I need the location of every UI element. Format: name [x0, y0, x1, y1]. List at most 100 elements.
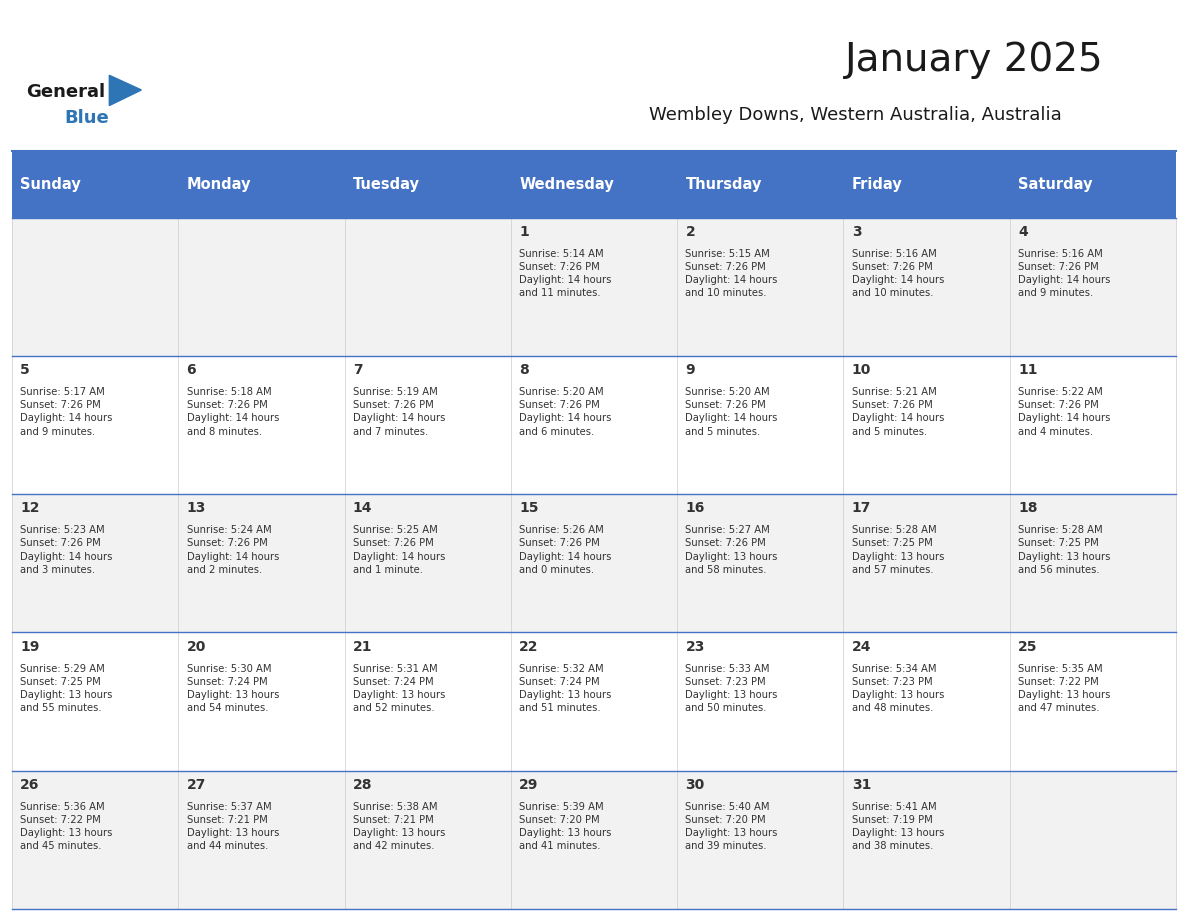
Text: Sunrise: 5:25 AM
Sunset: 7:26 PM
Daylight: 14 hours
and 1 minute.: Sunrise: 5:25 AM Sunset: 7:26 PM Dayligh…: [353, 525, 446, 575]
Bar: [511, 151, 677, 218]
Text: Sunrise: 5:15 AM
Sunset: 7:26 PM
Daylight: 14 hours
and 10 minutes.: Sunrise: 5:15 AM Sunset: 7:26 PM Dayligh…: [685, 249, 778, 298]
Bar: [677, 494, 843, 633]
Text: Sunrise: 5:34 AM
Sunset: 7:23 PM
Daylight: 13 hours
and 48 minutes.: Sunrise: 5:34 AM Sunset: 7:23 PM Dayligh…: [852, 664, 944, 713]
Bar: [511, 218, 677, 356]
Text: Sunrise: 5:27 AM
Sunset: 7:26 PM
Daylight: 13 hours
and 58 minutes.: Sunrise: 5:27 AM Sunset: 7:26 PM Dayligh…: [685, 525, 778, 575]
Bar: [345, 218, 511, 356]
Bar: [1010, 770, 1176, 909]
Text: 9: 9: [685, 364, 695, 377]
Text: Sunrise: 5:28 AM
Sunset: 7:25 PM
Daylight: 13 hours
and 57 minutes.: Sunrise: 5:28 AM Sunset: 7:25 PM Dayligh…: [852, 525, 944, 575]
Text: 17: 17: [852, 501, 871, 515]
Text: Sunrise: 5:35 AM
Sunset: 7:22 PM
Daylight: 13 hours
and 47 minutes.: Sunrise: 5:35 AM Sunset: 7:22 PM Dayligh…: [1018, 664, 1111, 713]
Text: Sunrise: 5:24 AM
Sunset: 7:26 PM
Daylight: 14 hours
and 2 minutes.: Sunrise: 5:24 AM Sunset: 7:26 PM Dayligh…: [187, 525, 279, 575]
Bar: [677, 218, 843, 356]
Text: Sunrise: 5:16 AM
Sunset: 7:26 PM
Daylight: 14 hours
and 9 minutes.: Sunrise: 5:16 AM Sunset: 7:26 PM Dayligh…: [1018, 249, 1111, 298]
Text: Sunrise: 5:41 AM
Sunset: 7:19 PM
Daylight: 13 hours
and 38 minutes.: Sunrise: 5:41 AM Sunset: 7:19 PM Dayligh…: [852, 801, 944, 851]
Text: 23: 23: [685, 640, 704, 654]
Text: Sunrise: 5:30 AM
Sunset: 7:24 PM
Daylight: 13 hours
and 54 minutes.: Sunrise: 5:30 AM Sunset: 7:24 PM Dayligh…: [187, 664, 279, 713]
Text: Sunrise: 5:16 AM
Sunset: 7:26 PM
Daylight: 14 hours
and 10 minutes.: Sunrise: 5:16 AM Sunset: 7:26 PM Dayligh…: [852, 249, 944, 298]
Text: Sunrise: 5:28 AM
Sunset: 7:25 PM
Daylight: 13 hours
and 56 minutes.: Sunrise: 5:28 AM Sunset: 7:25 PM Dayligh…: [1018, 525, 1111, 575]
Bar: [345, 151, 511, 218]
Text: Sunrise: 5:36 AM
Sunset: 7:22 PM
Daylight: 13 hours
and 45 minutes.: Sunrise: 5:36 AM Sunset: 7:22 PM Dayligh…: [20, 801, 113, 851]
Text: Wembley Downs, Western Australia, Australia: Wembley Downs, Western Australia, Austra…: [649, 106, 1062, 124]
Text: Monday: Monday: [187, 177, 251, 192]
Bar: [12, 633, 178, 770]
Bar: [178, 356, 345, 494]
Bar: [178, 770, 345, 909]
Text: Sunrise: 5:33 AM
Sunset: 7:23 PM
Daylight: 13 hours
and 50 minutes.: Sunrise: 5:33 AM Sunset: 7:23 PM Dayligh…: [685, 664, 778, 713]
Text: 5: 5: [20, 364, 30, 377]
Text: Blue: Blue: [64, 108, 109, 127]
Text: 13: 13: [187, 501, 206, 515]
Bar: [511, 770, 677, 909]
Text: Sunrise: 5:22 AM
Sunset: 7:26 PM
Daylight: 14 hours
and 4 minutes.: Sunrise: 5:22 AM Sunset: 7:26 PM Dayligh…: [1018, 387, 1111, 437]
Text: 22: 22: [519, 640, 538, 654]
Text: 6: 6: [187, 364, 196, 377]
Bar: [12, 356, 178, 494]
Text: Sunrise: 5:17 AM
Sunset: 7:26 PM
Daylight: 14 hours
and 9 minutes.: Sunrise: 5:17 AM Sunset: 7:26 PM Dayligh…: [20, 387, 113, 437]
Text: 18: 18: [1018, 501, 1037, 515]
Text: Sunrise: 5:39 AM
Sunset: 7:20 PM
Daylight: 13 hours
and 41 minutes.: Sunrise: 5:39 AM Sunset: 7:20 PM Dayligh…: [519, 801, 612, 851]
Bar: [677, 356, 843, 494]
Bar: [677, 770, 843, 909]
Text: 10: 10: [852, 364, 871, 377]
Text: 2: 2: [685, 225, 695, 239]
Bar: [843, 633, 1010, 770]
Text: Saturday: Saturday: [1018, 177, 1093, 192]
Text: Sunrise: 5:32 AM
Sunset: 7:24 PM
Daylight: 13 hours
and 51 minutes.: Sunrise: 5:32 AM Sunset: 7:24 PM Dayligh…: [519, 664, 612, 713]
Text: Sunrise: 5:18 AM
Sunset: 7:26 PM
Daylight: 14 hours
and 8 minutes.: Sunrise: 5:18 AM Sunset: 7:26 PM Dayligh…: [187, 387, 279, 437]
Bar: [178, 494, 345, 633]
Text: 27: 27: [187, 778, 206, 792]
Text: 25: 25: [1018, 640, 1037, 654]
Text: 26: 26: [20, 778, 39, 792]
Text: 8: 8: [519, 364, 529, 377]
Text: 15: 15: [519, 501, 538, 515]
Text: 30: 30: [685, 778, 704, 792]
Bar: [677, 633, 843, 770]
Text: 4: 4: [1018, 225, 1028, 239]
Bar: [843, 494, 1010, 633]
Text: Sunrise: 5:14 AM
Sunset: 7:26 PM
Daylight: 14 hours
and 11 minutes.: Sunrise: 5:14 AM Sunset: 7:26 PM Dayligh…: [519, 249, 612, 298]
Bar: [1010, 218, 1176, 356]
Text: 20: 20: [187, 640, 206, 654]
Text: Sunrise: 5:19 AM
Sunset: 7:26 PM
Daylight: 14 hours
and 7 minutes.: Sunrise: 5:19 AM Sunset: 7:26 PM Dayligh…: [353, 387, 446, 437]
Bar: [12, 770, 178, 909]
Bar: [511, 633, 677, 770]
Text: Sunrise: 5:20 AM
Sunset: 7:26 PM
Daylight: 14 hours
and 5 minutes.: Sunrise: 5:20 AM Sunset: 7:26 PM Dayligh…: [685, 387, 778, 437]
Text: 24: 24: [852, 640, 871, 654]
Text: 3: 3: [852, 225, 861, 239]
Bar: [677, 151, 843, 218]
Text: Sunrise: 5:21 AM
Sunset: 7:26 PM
Daylight: 14 hours
and 5 minutes.: Sunrise: 5:21 AM Sunset: 7:26 PM Dayligh…: [852, 387, 944, 437]
Text: 21: 21: [353, 640, 372, 654]
Bar: [511, 356, 677, 494]
Text: Sunrise: 5:38 AM
Sunset: 7:21 PM
Daylight: 13 hours
and 42 minutes.: Sunrise: 5:38 AM Sunset: 7:21 PM Dayligh…: [353, 801, 446, 851]
Text: Sunday: Sunday: [20, 177, 81, 192]
Bar: [843, 770, 1010, 909]
Bar: [12, 494, 178, 633]
Text: Friday: Friday: [852, 177, 903, 192]
Bar: [843, 151, 1010, 218]
Bar: [511, 494, 677, 633]
Bar: [12, 218, 178, 356]
Text: Sunrise: 5:26 AM
Sunset: 7:26 PM
Daylight: 14 hours
and 0 minutes.: Sunrise: 5:26 AM Sunset: 7:26 PM Dayligh…: [519, 525, 612, 575]
Text: 12: 12: [20, 501, 39, 515]
Bar: [345, 356, 511, 494]
Bar: [843, 218, 1010, 356]
Bar: [1010, 633, 1176, 770]
Text: Sunrise: 5:20 AM
Sunset: 7:26 PM
Daylight: 14 hours
and 6 minutes.: Sunrise: 5:20 AM Sunset: 7:26 PM Dayligh…: [519, 387, 612, 437]
Bar: [178, 633, 345, 770]
Text: 16: 16: [685, 501, 704, 515]
Text: 19: 19: [20, 640, 39, 654]
Text: 11: 11: [1018, 364, 1037, 377]
Bar: [345, 770, 511, 909]
Bar: [345, 494, 511, 633]
Text: Wednesday: Wednesday: [519, 177, 614, 192]
Bar: [1010, 356, 1176, 494]
Text: Sunrise: 5:37 AM
Sunset: 7:21 PM
Daylight: 13 hours
and 44 minutes.: Sunrise: 5:37 AM Sunset: 7:21 PM Dayligh…: [187, 801, 279, 851]
Text: 29: 29: [519, 778, 538, 792]
Text: Sunrise: 5:40 AM
Sunset: 7:20 PM
Daylight: 13 hours
and 39 minutes.: Sunrise: 5:40 AM Sunset: 7:20 PM Dayligh…: [685, 801, 778, 851]
Bar: [178, 218, 345, 356]
Polygon shape: [109, 75, 141, 106]
Text: Sunrise: 5:23 AM
Sunset: 7:26 PM
Daylight: 14 hours
and 3 minutes.: Sunrise: 5:23 AM Sunset: 7:26 PM Dayligh…: [20, 525, 113, 575]
Bar: [178, 151, 345, 218]
